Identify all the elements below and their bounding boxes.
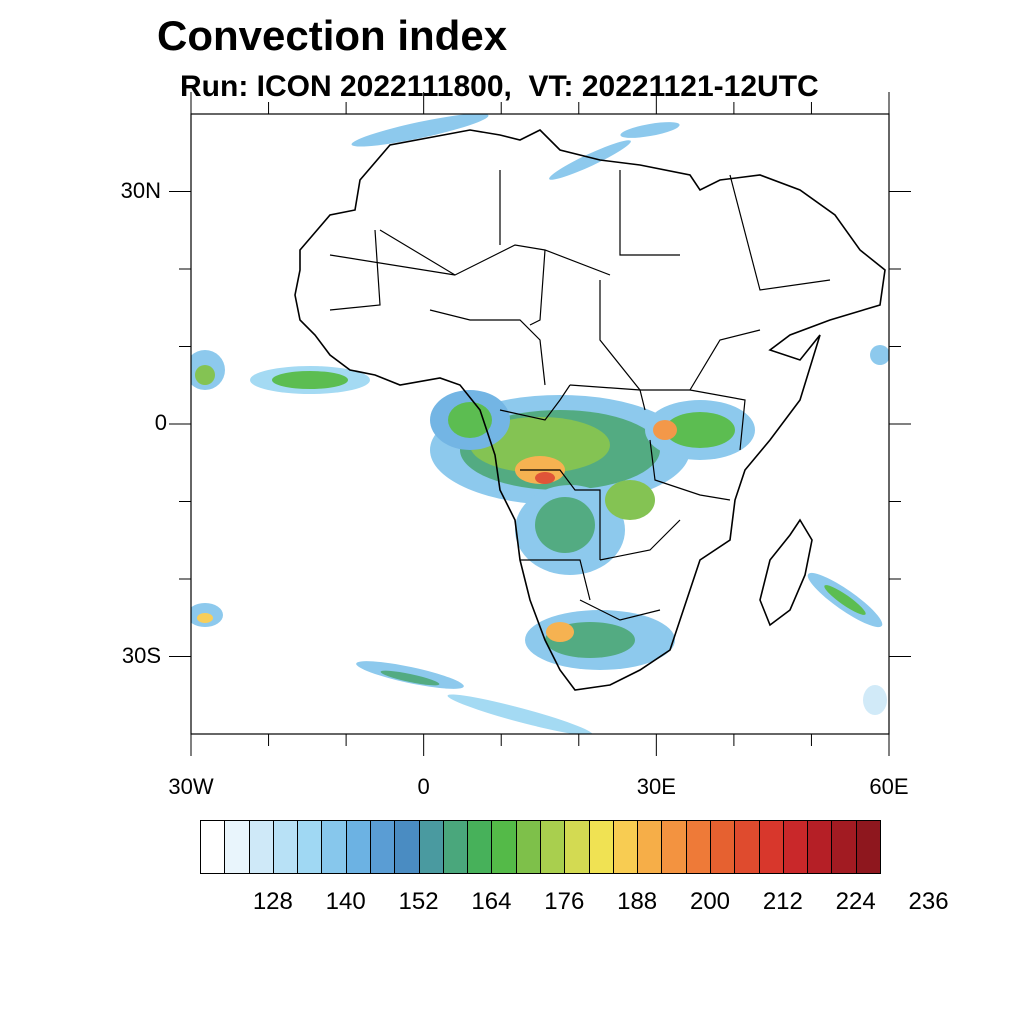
colorbar-label: 236 xyxy=(908,888,949,915)
colorbar-cell xyxy=(321,820,347,874)
field-blob xyxy=(535,497,595,553)
madagascar-coastline xyxy=(759,518,813,627)
field-blob xyxy=(665,412,735,448)
colorbar-label: 164 xyxy=(471,888,512,915)
colorbar-label: 176 xyxy=(544,888,585,915)
colorbar-cell xyxy=(855,820,881,874)
convection-field xyxy=(191,114,889,734)
country-borders xyxy=(329,170,831,621)
colorbar-cell xyxy=(394,820,420,874)
field-blob xyxy=(535,472,555,484)
colorbar-cell xyxy=(515,820,541,874)
lat-tick-label: 30S xyxy=(121,642,161,668)
colorbar-cell xyxy=(831,820,857,874)
africa-coastline xyxy=(294,129,886,691)
field-blob xyxy=(448,402,492,438)
colorbar-cell xyxy=(442,820,469,874)
colorbar-label: 128 xyxy=(252,888,293,915)
map-content xyxy=(191,114,889,734)
lon-tick-label: 0 xyxy=(417,774,430,799)
colorbar-cell xyxy=(734,820,760,874)
field-blob xyxy=(620,122,680,138)
field-blob xyxy=(272,371,348,389)
colorbar-cell xyxy=(612,820,639,874)
field-blob xyxy=(824,585,866,615)
lon-tick-label: 30E xyxy=(636,774,676,799)
lat-tick-label: 0 xyxy=(154,410,167,435)
map-ticks xyxy=(169,92,911,756)
field-blob xyxy=(351,114,489,147)
colorbar-cell xyxy=(807,820,833,874)
field-blob xyxy=(195,365,215,385)
colorbar-label: 152 xyxy=(398,888,439,915)
field-blob xyxy=(653,420,677,440)
colorbar-label: 200 xyxy=(689,888,731,915)
field-blob xyxy=(863,685,887,715)
colorbar-label: 224 xyxy=(835,888,876,915)
field-blob xyxy=(870,345,889,365)
colorbar-label: 188 xyxy=(617,888,658,915)
field-blob xyxy=(546,622,574,642)
field-blob xyxy=(447,694,593,734)
colorbar-cell xyxy=(297,820,323,874)
colorbar-cell xyxy=(661,820,687,874)
lon-tick-label: 60E xyxy=(869,774,909,799)
colorbar-label: 212 xyxy=(762,888,803,915)
colorbar-cell xyxy=(588,820,614,874)
plot-title: Convection index xyxy=(157,12,508,59)
lat-tick-label: 30N xyxy=(120,177,161,203)
colorbar-cell xyxy=(782,820,809,874)
colorbar-cell xyxy=(224,820,250,874)
field-blob xyxy=(380,670,440,686)
colorbar-cell xyxy=(710,820,736,874)
colorbar-cell xyxy=(370,820,396,874)
colorbar-cell xyxy=(564,820,590,874)
colorbar-cell xyxy=(248,820,274,874)
lon-tick-label: 30W xyxy=(168,774,214,799)
colorbar-cell xyxy=(200,820,226,874)
colorbar-cell xyxy=(758,820,784,874)
colorbar-cell xyxy=(685,820,711,874)
plot-subtitle: Run: ICON 2022111800, VT: 20221121-12UTC xyxy=(180,70,819,103)
colorbar-cell xyxy=(272,820,299,874)
colorbar-cell xyxy=(540,820,566,874)
colorbar-cell xyxy=(345,820,371,874)
field-blob xyxy=(549,140,631,180)
colorbar-cell xyxy=(637,820,663,874)
colorbar-cell xyxy=(418,820,444,874)
colorbar-cell xyxy=(491,820,517,874)
field-blob xyxy=(605,480,655,520)
field-blob xyxy=(197,613,213,623)
colorbar-cell xyxy=(467,820,493,874)
colorbar-label: 140 xyxy=(325,888,366,915)
